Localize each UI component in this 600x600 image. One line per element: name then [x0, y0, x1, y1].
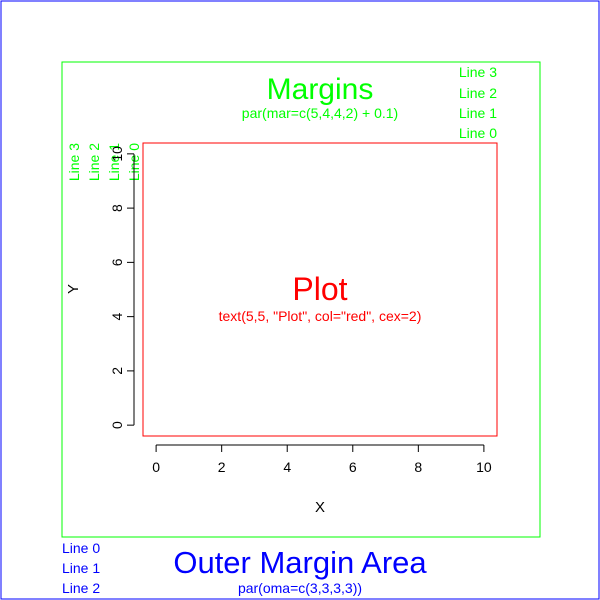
- x-tick-label: 2: [218, 459, 226, 475]
- plot-region-border: [142, 142, 498, 437]
- y-tick-label: 2: [109, 367, 125, 375]
- y-tick-label: 10: [109, 146, 125, 162]
- y-tick-label: 6: [109, 258, 125, 266]
- x-axis-label: X: [315, 499, 325, 516]
- outer-line-label: Line 0: [62, 540, 100, 556]
- x-tick-label: 0: [152, 459, 160, 475]
- margins-code: par(mar=c(5,4,4,2) + 0.1): [242, 105, 398, 121]
- margin-left-line-label: Line 3: [66, 143, 82, 181]
- x-tick-label: 4: [283, 459, 291, 475]
- y-tick-label: 4: [109, 313, 125, 321]
- x-tick-label: 6: [349, 459, 357, 475]
- margin-top-line-label: Line 0: [459, 125, 497, 141]
- margin-top-line-label: Line 2: [459, 85, 497, 101]
- margin-top-line-label: Line 3: [459, 64, 497, 80]
- axes: 0 2 4 6 8 10 0 2 4 6 8 10: [109, 146, 492, 475]
- plot-code: text(5,5, "Plot", col="red", cex=2): [219, 308, 422, 324]
- plot-title: Plot: [292, 271, 347, 307]
- y-tick-label: 0: [109, 421, 125, 429]
- outer-line-label: Line 2: [62, 580, 100, 596]
- margin-left-line-label: Line 1: [106, 143, 122, 181]
- margin-left-line-label: Line 2: [86, 143, 102, 181]
- margin-region-border: [61, 61, 541, 538]
- x-tick-label: 8: [414, 459, 422, 475]
- y-tick-label: 8: [109, 204, 125, 212]
- margins-title: Margins: [267, 73, 374, 106]
- outer-margin-title: Outer Margin Area: [173, 545, 427, 580]
- x-tick-label: 10: [476, 459, 492, 475]
- margin-top-line-label: Line 1: [459, 105, 497, 121]
- y-axis-label: Y: [65, 284, 82, 294]
- outer-line-label: Line 1: [62, 560, 100, 576]
- outer-margin-code: par(oma=c(3,3,3,3)): [238, 580, 362, 596]
